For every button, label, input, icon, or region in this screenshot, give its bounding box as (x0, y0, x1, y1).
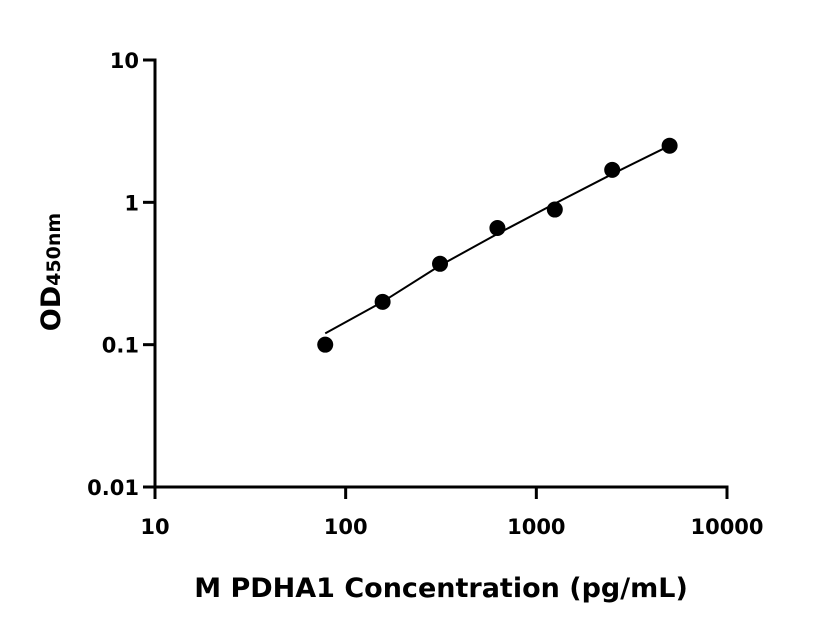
fit-curve (324, 144, 671, 335)
x-tick-label: 10000 (690, 515, 763, 539)
x-axis-title: M PDHA1 Concentration (pg/mL) (194, 573, 688, 604)
y-axis-title-main: OD (36, 286, 67, 331)
y-tick-label: 10 (110, 49, 139, 73)
y-tick-label: 0.01 (87, 476, 139, 500)
data-point (317, 336, 334, 353)
data-point (661, 137, 678, 154)
y-tick-label: 0.1 (102, 334, 139, 358)
y-axis-title-subscript: 450nm (43, 213, 65, 286)
data-point (604, 161, 621, 178)
x-tick-label: 10 (140, 515, 169, 539)
x-tick-label: 100 (324, 515, 368, 539)
x-tick-label: 1000 (507, 515, 565, 539)
y-tick-label: 1 (124, 191, 139, 215)
y-axis-title: OD450nm (36, 213, 67, 331)
